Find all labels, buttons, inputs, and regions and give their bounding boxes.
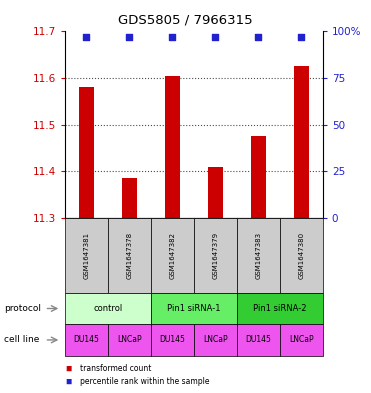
Text: GSM1647381: GSM1647381 [83,232,89,279]
Text: percentile rank within the sample: percentile rank within the sample [80,377,209,386]
Text: GSM1647378: GSM1647378 [127,232,132,279]
Point [212,34,218,40]
Text: GSM1647380: GSM1647380 [298,232,304,279]
Text: LNCaP: LNCaP [203,336,228,344]
Point [170,34,175,40]
Text: Pin1 siRNA-2: Pin1 siRNA-2 [253,304,306,313]
Text: ◼: ◼ [65,377,71,386]
Bar [165,76,180,218]
Point [83,34,89,40]
Text: Pin1 siRNA-1: Pin1 siRNA-1 [167,304,221,313]
Text: ◼: ◼ [65,364,71,373]
Text: protocol: protocol [4,304,41,313]
Point [127,34,132,40]
Bar [79,87,94,218]
Bar [208,167,223,218]
Bar [251,136,266,218]
Bar [122,178,137,218]
Text: GSM1647382: GSM1647382 [169,232,175,279]
Text: LNCaP: LNCaP [289,336,313,344]
Text: GSM1647379: GSM1647379 [212,232,219,279]
Text: DU145: DU145 [160,336,185,344]
Point [255,34,261,40]
Point [298,34,304,40]
Text: DU145: DU145 [245,336,271,344]
Bar [294,66,309,218]
Text: LNCaP: LNCaP [117,336,142,344]
Text: GSM1647383: GSM1647383 [255,232,261,279]
Text: control: control [93,304,122,313]
Text: transformed count: transformed count [80,364,151,373]
Text: GDS5805 / 7966315: GDS5805 / 7966315 [118,14,253,27]
Text: cell line: cell line [4,336,39,344]
Text: DU145: DU145 [73,336,99,344]
